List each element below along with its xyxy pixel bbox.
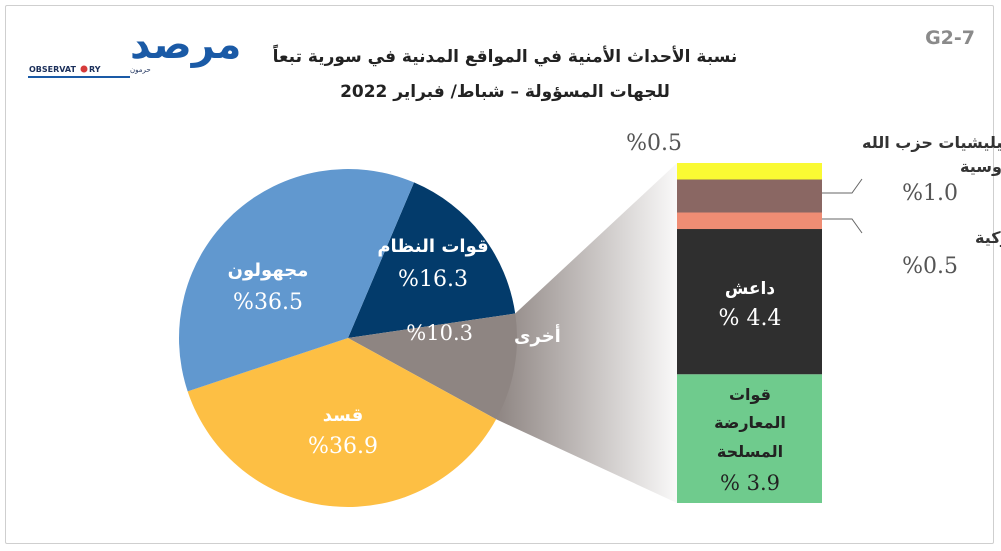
chart-title-line1: نسبة الأحداث الأمنية في المواقع المدنية … [272, 43, 737, 67]
pie-label-sdf: قسد [323, 405, 364, 426]
pie-slice-others [348, 313, 517, 420]
bar-label-opposition-line2: المعارضة [714, 413, 786, 432]
pie-label-others: أخرى [514, 324, 561, 347]
leader-line-turkish [822, 218, 863, 234]
chart-title-line2: للجهات المسؤولة – شباط/ فبراير 2022 [340, 82, 670, 102]
bar-segment-isis [677, 229, 822, 375]
pie-chart [179, 168, 517, 507]
breakdown-bar [677, 163, 822, 503]
side-label-hezbollah: ميليشيات حزب الله [862, 133, 1001, 152]
side-value-turkish: %0.5 [902, 254, 958, 279]
bar-label-opposition-line1: قوات [729, 385, 771, 404]
logo-sub-arabic: حرمون [130, 66, 151, 74]
pie-slice-unknown [179, 168, 415, 392]
logo-dot-icon [80, 65, 88, 73]
side-label-russian: قوات روسية [960, 157, 1001, 176]
bar-label-isis: داعش [725, 279, 775, 299]
logo-underline [28, 76, 130, 78]
logo: مرصد OBSERVAT RY حرمون [28, 22, 241, 78]
logo-sub-left: OBSERVAT [29, 65, 77, 74]
pie-value-unknown: %36.5 [233, 290, 303, 315]
pie-label-unknown: مجهولون [228, 260, 309, 281]
pie-value-others: %10.3 [406, 321, 473, 345]
bar-segment-hezbollah [677, 163, 822, 180]
chart-frame [5, 5, 994, 544]
leader-line-russian [822, 178, 863, 194]
bar-segment-opposition [677, 374, 822, 503]
pie-slice-regime [348, 182, 516, 338]
pie-value-sdf: %36.9 [308, 434, 378, 459]
bar-segment-russian [677, 179, 822, 213]
breakdown-connector [496, 163, 677, 503]
figure-code: G2-7 [925, 27, 975, 49]
side-value-hezbollah: %0.5 [626, 131, 682, 156]
bar-segment-turkish [677, 212, 822, 230]
side-label-turkish: قوات تركية [975, 228, 1001, 247]
logo-sub-right: RY [89, 65, 101, 74]
pie-label-regime: قوات النظام [377, 236, 488, 257]
pie-slice-sdf [187, 338, 497, 507]
bar-label-opposition-line3: المسلحة [717, 442, 783, 461]
pie-value-regime: %16.3 [398, 267, 468, 292]
logo-wordmark: مرصد [130, 22, 241, 68]
bar-value-isis: % 4.4 [719, 306, 782, 331]
side-value-russian: %1.0 [902, 181, 958, 206]
bar-value-opposition: % 3.9 [720, 471, 780, 495]
